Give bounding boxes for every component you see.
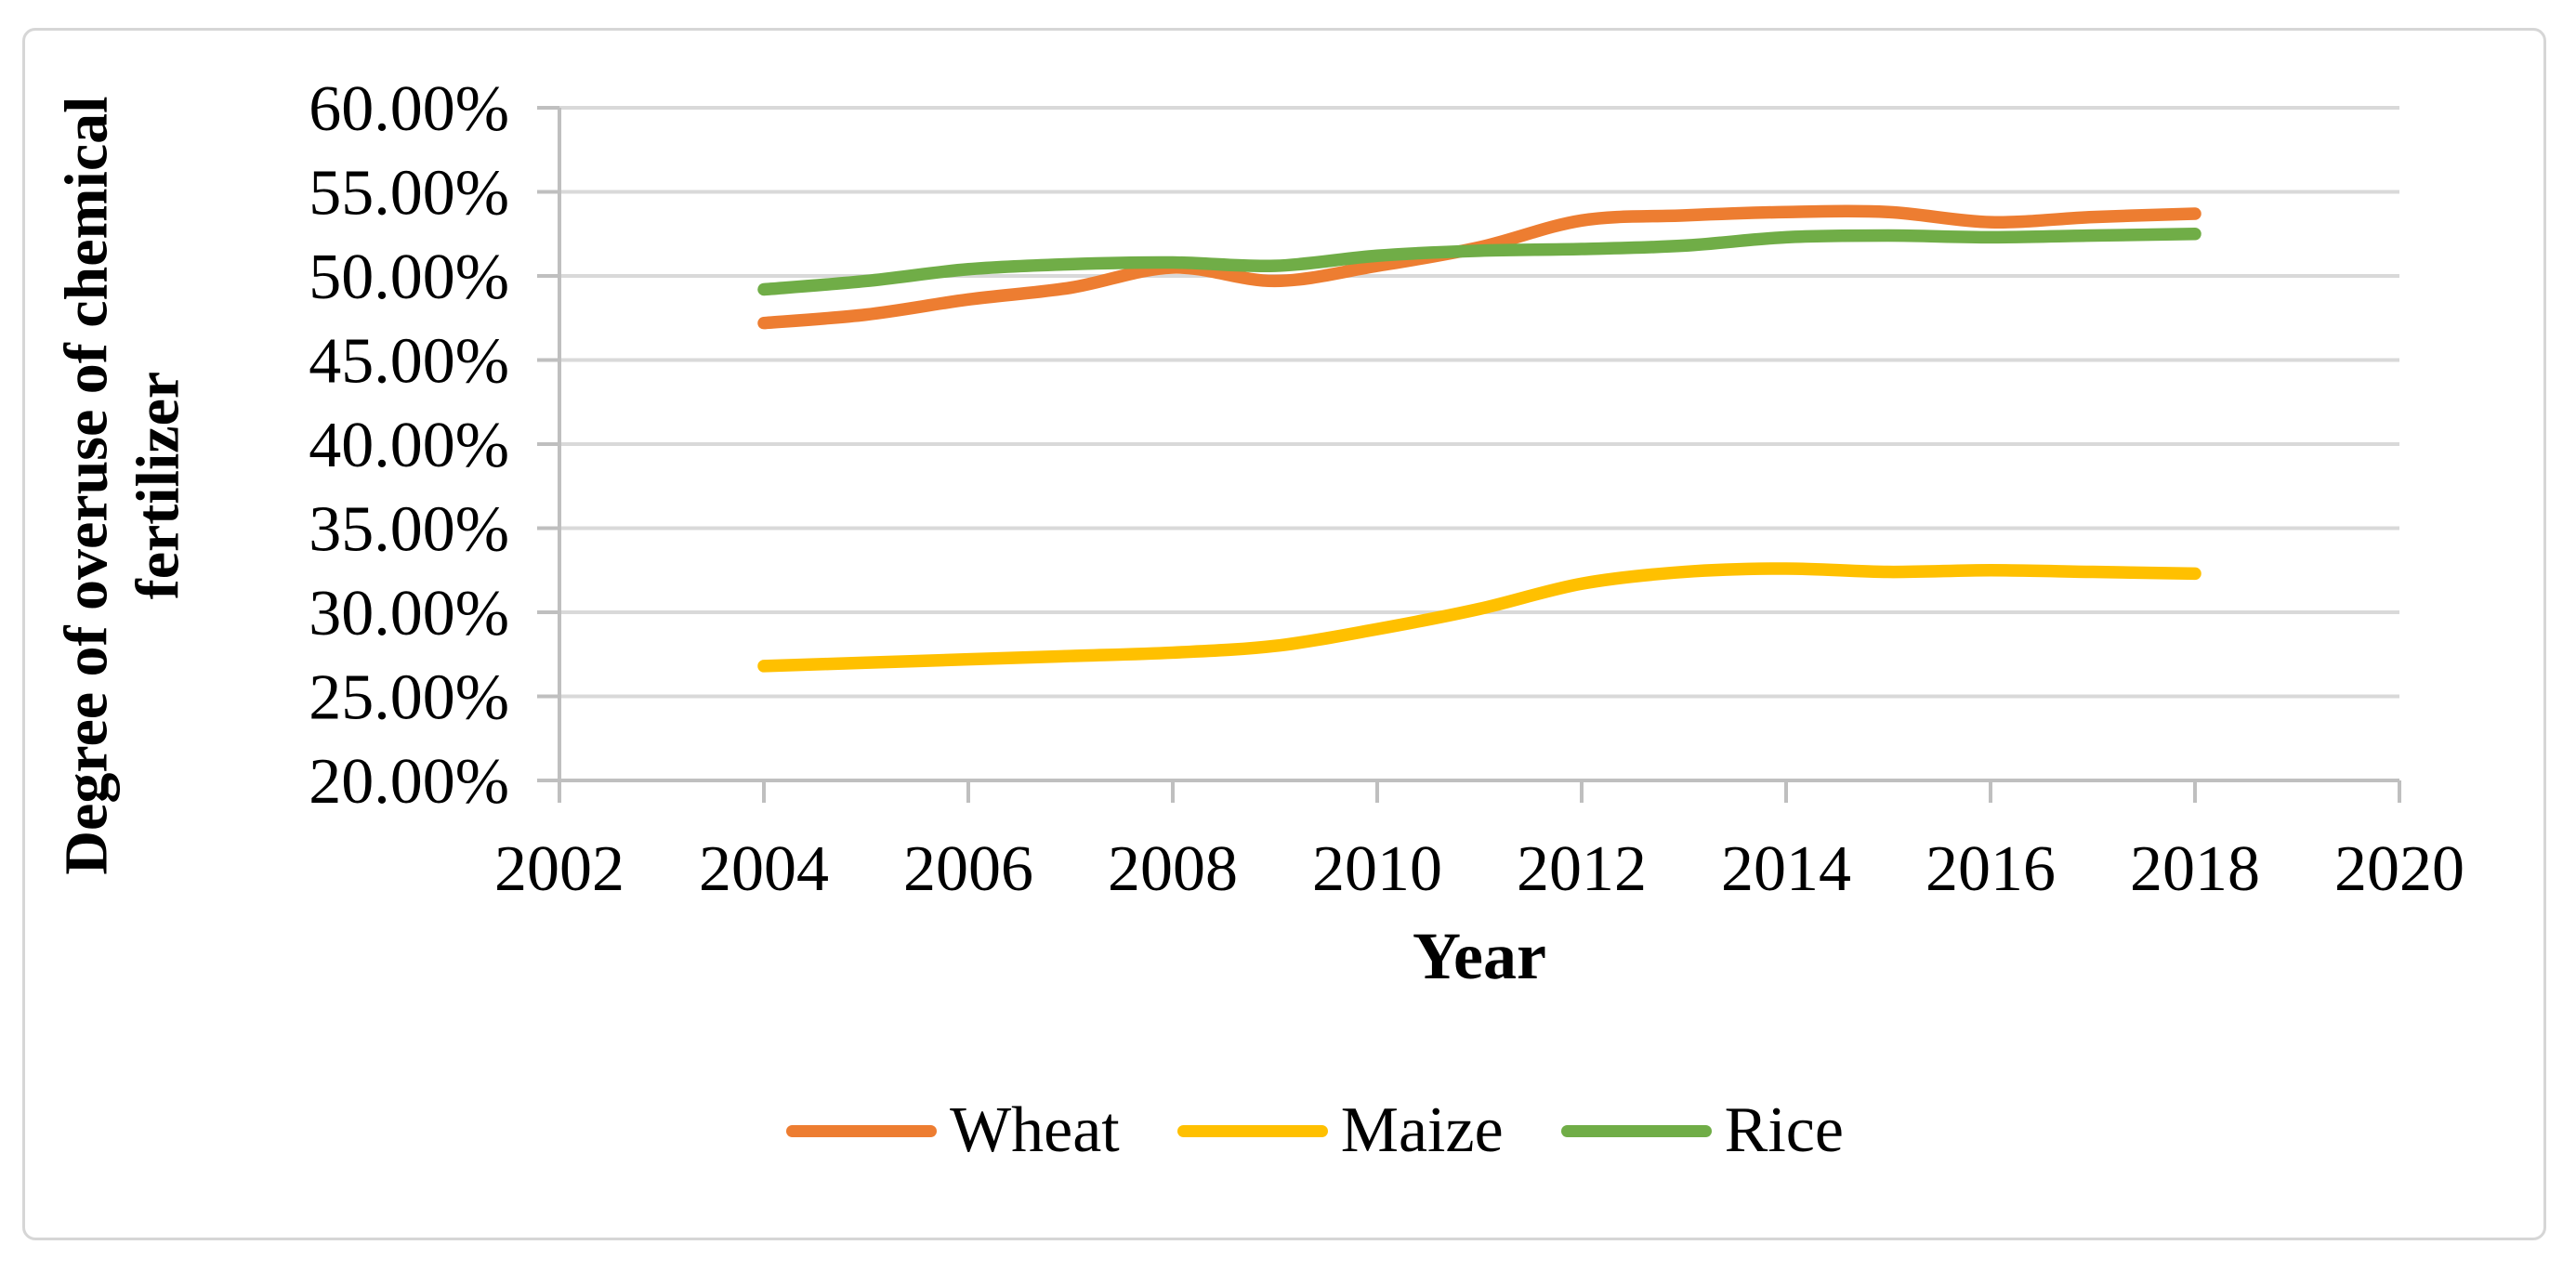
y-tick-label-25: 25.00% [309,662,509,734]
x-tick-label-2018: 2018 [2130,833,2260,905]
y-tick-label-50: 50.00% [309,242,509,313]
x-tick-label-2004: 2004 [699,833,829,905]
legend-swatch-maize [1176,1124,1328,1137]
series-line-maize [757,562,2201,673]
legend-item-wheat: Wheat [786,1098,1120,1163]
y-tick-label-60: 60.00% [309,73,509,145]
legend-item-rice: Rice [1560,1094,1844,1166]
x-tick-label-2006: 2006 [903,833,1033,905]
y-tick-label-40: 40.00% [309,410,509,481]
x-tick-label-2012: 2012 [1517,833,1647,905]
x-tick-label-2020: 2020 [2334,833,2464,905]
x-tick-label-2008: 2008 [1108,833,1238,905]
y-tick-label-55: 55.00% [309,158,509,229]
legend-swatch-rice [1560,1124,1712,1137]
y-tick-label-30: 30.00% [309,578,509,649]
x-tick-label-2014: 2014 [1721,833,1851,905]
series-line-rice [757,228,2201,296]
x-tick-label-2010: 2010 [1312,833,1442,905]
y-tick-label-45: 45.00% [309,326,509,398]
legend-swatch-wheat [786,1124,938,1137]
chart-legend: Wheat Maize Rice [0,1098,2576,1163]
y-tick-label-20: 20.00% [309,746,509,818]
y-axis-title-line1: Degree of overuse of chemical [52,96,121,875]
x-tick-label-2002: 2002 [494,833,624,905]
y-tick-label-35: 35.00% [309,494,509,566]
legend-label-rice: Rice [1724,1094,1844,1166]
y-axis-title: Degree of overuse of chemical fertilizer [51,40,193,932]
x-tick-label-2016: 2016 [1925,833,2056,905]
legend-item-maize: Maize [1176,1094,1504,1166]
x-axis-title: Year [1413,919,1546,993]
legend-label-wheat: Wheat [950,1094,1120,1166]
y-axis-title-line2: fertilizer [124,371,191,600]
legend-label-maize: Maize [1340,1094,1504,1166]
